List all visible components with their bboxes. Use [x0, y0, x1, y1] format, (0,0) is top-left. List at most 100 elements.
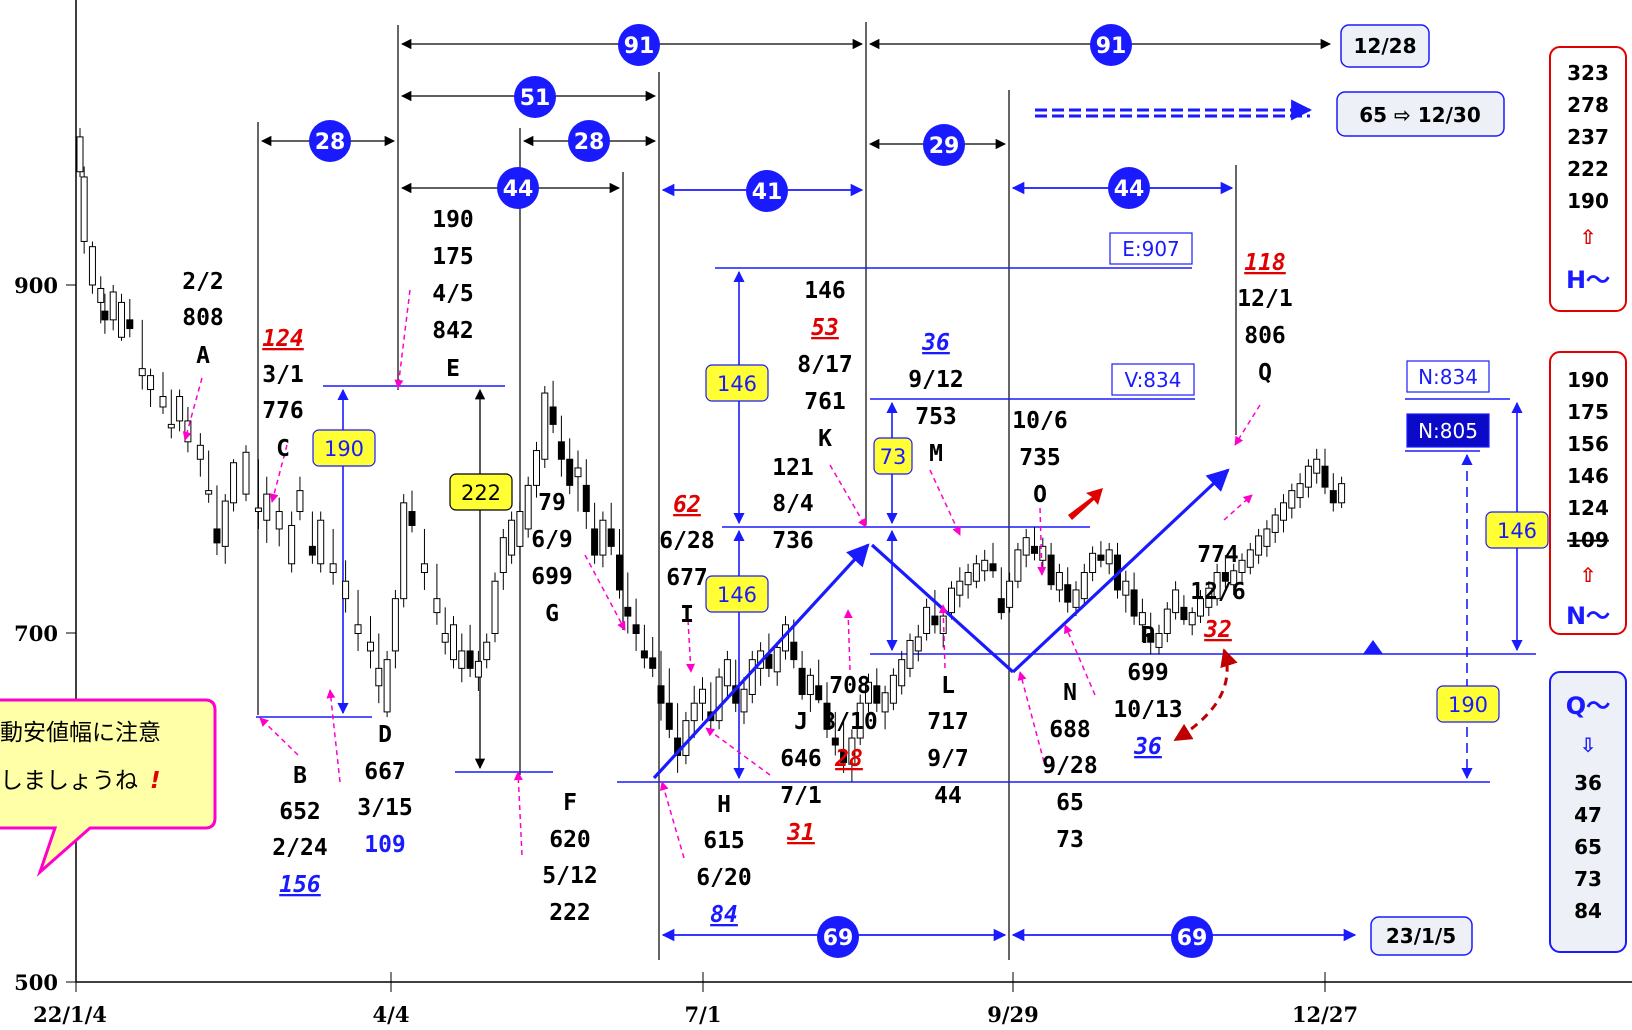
candle-body: [88, 246, 96, 286]
m-date: 9/12: [908, 367, 963, 393]
candle-body: [640, 650, 648, 659]
red-dashed-curve: [1173, 648, 1238, 742]
g-name: G: [545, 601, 559, 627]
q-date: 12/1: [1237, 286, 1292, 312]
l-name: L: [941, 673, 955, 699]
ybox-190-q: 190: [1448, 693, 1488, 717]
k2-date: 8/4: [772, 491, 814, 517]
p-date: 10/13: [1113, 697, 1182, 723]
candle-body: [823, 702, 831, 730]
candle-body: [914, 636, 922, 652]
j2-price: 708: [829, 673, 871, 699]
candle-body: [939, 615, 947, 635]
candle-body: [1288, 490, 1296, 509]
candle-body: [138, 368, 146, 377]
target-boxes: 12/28 65 ⇨ 12/30 23/1/5: [1336, 24, 1505, 956]
candle-body: [533, 450, 540, 486]
l-date: 9/7: [927, 746, 969, 772]
candle-body: [1105, 549, 1113, 565]
candle-body: [1072, 589, 1080, 608]
callout-line-1: 動安値幅に注意: [0, 720, 161, 746]
y-tick-900: 900: [14, 273, 58, 298]
candle-body: [1296, 483, 1304, 499]
circle-69-a: 69: [823, 926, 854, 951]
candle-body: [80, 176, 88, 242]
candle-body: [566, 458, 574, 486]
level-labels: E:907 V:834 N:834 N:805: [1109, 232, 1490, 448]
candle-body: [126, 319, 134, 330]
e-date: 4/5: [432, 281, 474, 307]
n-label: N〜: [1566, 602, 1610, 630]
ybox-146-b: 146: [717, 583, 757, 607]
candle-body: [582, 484, 590, 513]
candle-body: [205, 490, 213, 495]
n-name: N: [1063, 680, 1077, 706]
callout-bubble: 動安値幅に注意 しましょうね !: [0, 698, 217, 877]
x-tick-apr: 4/4: [373, 1002, 410, 1027]
price-level-lines: [256, 267, 1536, 783]
k-range-1: 146: [804, 278, 846, 304]
k-range-2: 53: [811, 315, 839, 341]
o-price: 735: [1019, 445, 1061, 471]
candle-body: [118, 301, 125, 338]
candle-body: [723, 659, 731, 687]
candle-body: [1213, 572, 1221, 600]
candle-body: [466, 650, 474, 669]
candle-body: [1205, 587, 1213, 608]
candle-body: [329, 563, 337, 574]
p-price: 699: [1127, 660, 1169, 686]
candle-body: [790, 641, 798, 661]
candle-body: [1304, 465, 1312, 488]
q-val-4: 84: [1574, 899, 1602, 923]
candle-body: [1271, 514, 1279, 533]
candle-body: [354, 624, 362, 634]
n-val-2: 156: [1567, 432, 1609, 456]
q-val-0: 36: [1574, 771, 1602, 795]
candle-body: [881, 692, 889, 713]
h-val-4: 190: [1567, 189, 1609, 213]
h-val-3: 222: [1567, 157, 1609, 181]
candle-body: [699, 688, 706, 704]
candle-body: [964, 572, 972, 586]
a-name: A: [196, 343, 210, 369]
g-range: 79: [538, 490, 566, 516]
candle-body: [1155, 633, 1163, 648]
candle-body: [1280, 502, 1287, 521]
candle-body: [1147, 633, 1155, 643]
n-val-5: 109: [1567, 528, 1609, 552]
h-val-2: 237: [1567, 125, 1609, 149]
circle-28-a: 28: [315, 130, 346, 155]
b-price: 652: [279, 799, 321, 825]
candle-body: [873, 685, 881, 704]
candle-body: [441, 633, 449, 643]
candle-body: [221, 500, 229, 547]
candle-body: [624, 606, 632, 617]
candle-body: [607, 528, 615, 547]
candle-body: [1221, 572, 1229, 582]
h-price: 615: [703, 828, 745, 854]
candle-body: [242, 451, 250, 495]
circle-44-b: 44: [1114, 177, 1145, 202]
x-tick-sep: 9/29: [987, 1002, 1039, 1027]
p-range-2: 32: [1203, 617, 1232, 643]
n-arrow: ⇧: [1580, 563, 1597, 587]
j-range-1: 28: [834, 746, 863, 772]
n-range-1: 65: [1056, 790, 1084, 816]
callout-mark: !: [150, 768, 161, 794]
candle-body: [1047, 554, 1055, 586]
span-arrows: [260, 38, 1332, 194]
i-range: 62: [673, 492, 701, 518]
candle-body: [856, 702, 864, 739]
o-name: O: [1033, 482, 1047, 508]
candle-body: [1097, 554, 1105, 561]
level-n-805: N:805: [1418, 419, 1478, 443]
p-name: P: [1141, 623, 1155, 649]
candle-body: [981, 559, 989, 572]
candle-body: [491, 580, 499, 634]
i-price: 677: [666, 565, 708, 591]
target-23-1-5: 23/1/5: [1386, 924, 1456, 948]
candle-body: [167, 423, 175, 429]
q-val-2: 65: [1574, 835, 1602, 859]
candle-body: [317, 519, 325, 565]
h-arrow: ⇧: [1580, 225, 1597, 249]
